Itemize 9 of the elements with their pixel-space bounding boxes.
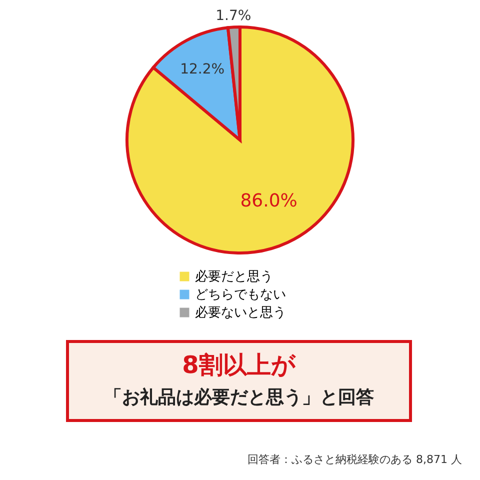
data-label: 86.0% <box>240 190 298 212</box>
text: 「お礼品は必要だと思う」と回答 <box>103 386 375 409</box>
legend-label: 必要ないと思う <box>195 304 286 320</box>
data-label: 12.2% <box>180 61 225 78</box>
data-label: 1.7% <box>216 8 252 24</box>
legend-label: 必要だと思う <box>195 268 273 284</box>
legend-label: どちらでもない <box>195 286 286 302</box>
text: 8割以上が <box>181 350 297 381</box>
text: 回答者：ふるさと納税経験のある 8,871 人 <box>248 452 462 467</box>
